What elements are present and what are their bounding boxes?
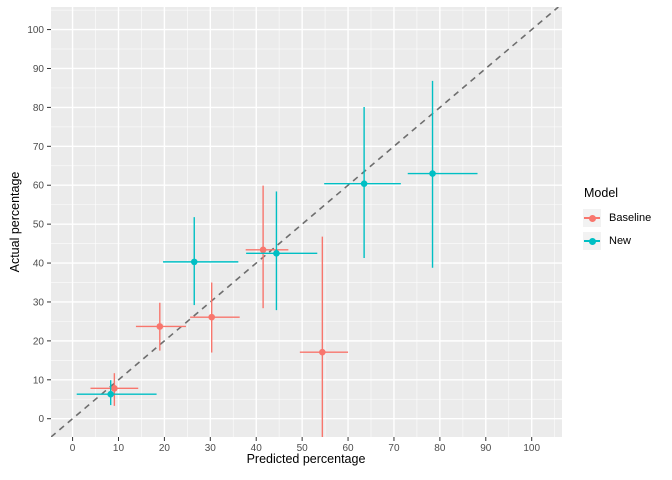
y-tick-label: 70 (33, 142, 45, 153)
x-tick-label: 50 (297, 443, 309, 454)
data-point (111, 385, 118, 392)
data-point (360, 180, 368, 187)
data-point (319, 348, 326, 356)
data-layer (51, 7, 559, 437)
x-tick-label: 80 (434, 443, 446, 454)
x-tick-label: 20 (159, 443, 171, 454)
y-tick-label: 50 (33, 220, 45, 231)
legend-item-new: New (583, 232, 651, 250)
x-tick-label: 0 (70, 443, 76, 454)
x-tick-label: 100 (523, 443, 540, 454)
legend: Model Baseline New (583, 186, 651, 255)
y-tick-label: 100 (27, 25, 44, 36)
y-tick-label: 60 (33, 181, 45, 192)
y-tick-label: 40 (33, 259, 45, 270)
x-tick-label: 40 (251, 443, 263, 454)
y-tick-label: 30 (33, 297, 45, 308)
data-point (259, 246, 267, 254)
legend-title: Model (584, 186, 619, 200)
legend-label-baseline: Baseline (609, 212, 652, 224)
y-tick-label: 0 (38, 414, 44, 425)
legend-item-baseline: Baseline (583, 209, 651, 227)
data-point (429, 170, 436, 177)
legend-key-dot-icon (588, 214, 596, 222)
data-point (273, 250, 280, 257)
y-tick-label: 20 (33, 336, 45, 347)
legend-label-new: New (609, 235, 632, 247)
legend-key-dot-icon (588, 237, 596, 245)
x-tick-label: 30 (205, 443, 217, 454)
y-tick-label: 80 (33, 103, 45, 114)
legend-key-new (583, 232, 601, 250)
x-axis-title: Predicted percentage (246, 452, 366, 466)
legend-key-baseline (583, 209, 601, 227)
data-point (107, 390, 114, 398)
x-tick-label: 90 (480, 443, 492, 454)
y-axis-title: Actual percentage (8, 171, 22, 273)
data-point (156, 323, 164, 330)
data-point (190, 258, 198, 266)
x-tick-label: 60 (342, 443, 354, 454)
data-point (208, 313, 215, 321)
y-tick-label: 90 (33, 64, 45, 75)
x-tick-label: 10 (113, 443, 125, 454)
x-tick-label: 70 (388, 443, 400, 454)
y-tick-label: 10 (33, 375, 45, 386)
reference-line (51, 7, 559, 437)
